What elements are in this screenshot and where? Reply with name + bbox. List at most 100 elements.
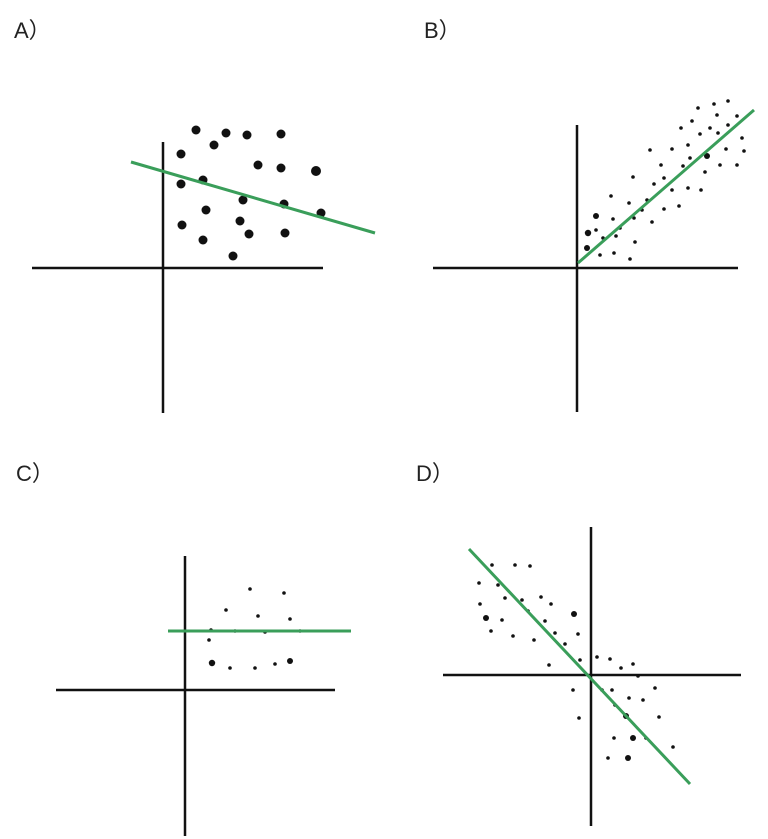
panel-c-point-14 <box>273 662 277 666</box>
panel-d-point-32 <box>627 696 631 700</box>
panel-b-point-15 <box>724 147 728 151</box>
panel-d-point-24 <box>595 655 599 659</box>
panel-a-point-16 <box>235 216 245 226</box>
panel-d-point-13 <box>500 618 504 622</box>
panel-b-label: B） <box>424 18 461 43</box>
panel-d-axes <box>443 527 741 826</box>
panel-a-point-9 <box>311 166 321 176</box>
panel-b-point-1 <box>696 106 700 110</box>
panel-d-point-43 <box>606 756 610 760</box>
panel-a-point-21 <box>228 251 238 261</box>
panel-b-point-9 <box>716 131 720 135</box>
panel-d <box>443 527 741 826</box>
panel-d-points <box>477 563 675 761</box>
panel-d-point-19 <box>563 642 567 646</box>
panel-d-point-3 <box>528 564 532 568</box>
panel-b-point-27 <box>609 194 613 198</box>
panel-b-point-38 <box>614 234 618 238</box>
panel-b-point-24 <box>670 188 674 192</box>
panel-a-point-4 <box>276 129 286 139</box>
panel-b-point-34 <box>632 216 636 220</box>
panel-c-point-1 <box>248 587 252 591</box>
panel-a-point-20 <box>198 235 208 245</box>
panel-a-point-7 <box>253 160 263 170</box>
panel-b-point-8 <box>698 132 702 136</box>
panel-d-point-12 <box>483 615 489 621</box>
panel-a-point-15 <box>201 205 211 215</box>
panel-d-point-27 <box>631 662 635 666</box>
panel-d-point-10 <box>571 611 577 617</box>
panel-a-point-18 <box>244 229 254 239</box>
panel-d-point-18 <box>532 638 536 642</box>
panel-c-point-10 <box>207 638 211 642</box>
panel-b-point-32 <box>593 213 599 219</box>
panel-b-point-31 <box>677 204 681 208</box>
panel-d-point-28 <box>636 674 640 678</box>
panel-d-point-15 <box>543 619 547 623</box>
panel-b-point-39 <box>633 240 637 244</box>
panel-a-points <box>176 125 326 261</box>
panel-b-point-22 <box>631 175 635 179</box>
panel-a-point-10 <box>176 179 186 189</box>
panel-d-point-23 <box>578 658 582 662</box>
panel-b-points <box>584 99 746 261</box>
panel-c-point-11 <box>208 659 216 667</box>
panel-a-axes <box>32 142 323 413</box>
panel-b-point-40 <box>584 245 590 251</box>
panel-b-point-30 <box>662 207 666 211</box>
panel-d-point-40 <box>630 735 636 741</box>
panel-b-point-48 <box>688 156 692 160</box>
panel-d-point-38 <box>577 716 581 720</box>
panel-b-point-23 <box>652 182 656 186</box>
panel-d-point-29 <box>653 686 657 690</box>
panel-d-point-9 <box>549 602 553 606</box>
panel-c-point-3 <box>224 608 228 612</box>
panel-c-point-8 <box>288 617 292 621</box>
panel-d-point-8 <box>539 595 543 599</box>
panel-d-fit-line <box>467 547 692 786</box>
panel-b-point-10 <box>740 136 744 140</box>
panel-a-point-12 <box>238 195 248 205</box>
panel-b-point-26 <box>699 188 703 192</box>
panel-d-point-16 <box>553 631 557 635</box>
panel-d-point-26 <box>619 666 623 670</box>
panel-b-axes <box>433 125 738 412</box>
panel-d-point-6 <box>503 596 507 600</box>
panel-d-point-25 <box>608 657 612 661</box>
panel-a-point-6 <box>209 140 219 150</box>
panel-b-point-16 <box>742 149 746 153</box>
panel-b-point-44 <box>594 228 598 232</box>
panel-b-point-25 <box>686 186 690 190</box>
panel-d-point-7 <box>520 598 524 602</box>
panel-b-point-49 <box>708 126 712 130</box>
panel-c-point-15 <box>287 658 293 664</box>
panel-a-point-3 <box>242 130 252 140</box>
panel-d-point-30 <box>610 688 614 692</box>
panel-c-points <box>207 587 302 670</box>
panel-c-point-13 <box>253 666 257 670</box>
panel-d-point-5 <box>496 583 500 587</box>
panel-c-point-2 <box>282 591 286 595</box>
panel-c-point-12 <box>228 666 232 670</box>
panel-d-point-2 <box>513 563 517 567</box>
panel-c-label: C） <box>16 461 54 486</box>
panel-a-label: A） <box>14 18 51 43</box>
panel-d-point-37 <box>571 688 575 692</box>
panel-a-point-2 <box>221 128 231 138</box>
panel-a-point-17 <box>177 220 187 230</box>
panel-a-point-5 <box>176 149 186 159</box>
panel-b-point-43 <box>628 257 632 261</box>
panel-a-point-1 <box>191 125 201 135</box>
panel-b-point-7 <box>679 126 683 130</box>
panel-a <box>32 125 376 413</box>
panel-d-point-1 <box>490 563 494 567</box>
panel-b-point-13 <box>686 143 690 147</box>
panel-b-point-36 <box>584 229 592 237</box>
panel-d-point-34 <box>657 715 661 719</box>
panel-d-point-22 <box>547 663 551 667</box>
panel-d-point-42 <box>671 745 675 749</box>
panel-d-point-33 <box>641 698 645 702</box>
panel-b-fit-line <box>577 108 755 265</box>
panel-d-label: D） <box>416 461 454 486</box>
